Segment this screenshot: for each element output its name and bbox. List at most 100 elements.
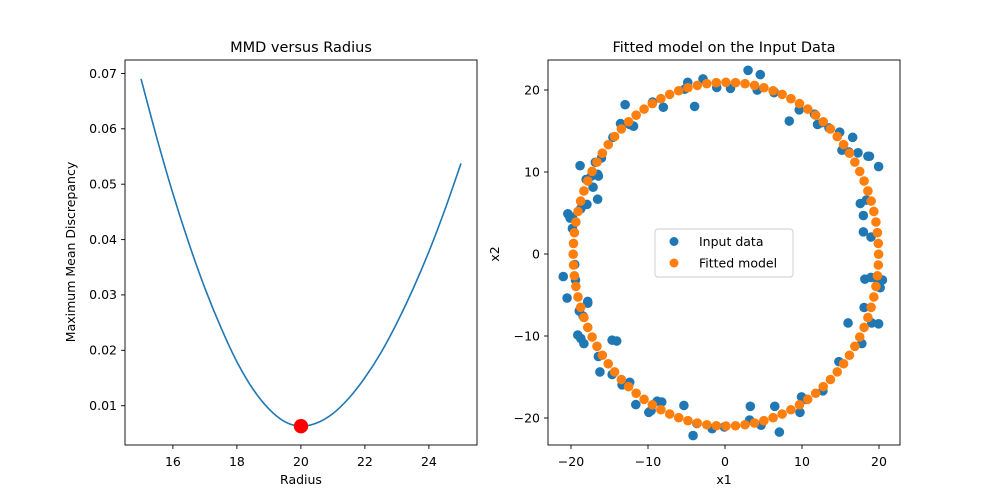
fitted-model-point <box>838 139 849 150</box>
fit-x-tick: 10 <box>794 445 810 469</box>
fitted-model-point <box>568 249 578 260</box>
fitted-model-point <box>721 77 731 88</box>
mmd-y-axis-label: Maximum Mean Discrepancy <box>63 161 78 342</box>
input-data-point <box>611 336 622 346</box>
input-data-point <box>562 293 572 303</box>
fitted-model-point <box>692 418 703 428</box>
svg-text:20: 20 <box>293 454 309 469</box>
mmd-y-tick: 0.06 <box>89 121 125 136</box>
fitted-model-point <box>786 404 796 415</box>
fitted-model-point <box>832 367 843 377</box>
fitted-model-point <box>639 394 649 405</box>
mmd-y-tick: 0.02 <box>89 343 125 358</box>
mmd-chart: MMD versus Radius 16 18 20 22 24 0.01 0.… <box>63 40 478 487</box>
legend-marker-input <box>669 237 679 246</box>
fit-x-tick: −20 <box>558 445 584 469</box>
input-data-point <box>769 401 780 412</box>
svg-text:10: 10 <box>524 164 540 179</box>
fit-y-tick: 20 <box>524 82 548 97</box>
input-data-point <box>595 367 605 377</box>
fitted-model-point <box>573 206 583 217</box>
fitted-model-point <box>664 409 675 419</box>
fitted-model-point <box>639 104 649 114</box>
fit-chart: Fitted model on the Input Data −20 −10 0… <box>487 40 901 487</box>
fitted-model-point <box>631 388 641 399</box>
input-data-point <box>774 427 785 437</box>
input-data-point <box>631 399 641 410</box>
input-data-point <box>843 318 853 328</box>
svg-text:22: 22 <box>357 454 373 469</box>
fitted-model-point <box>844 350 855 361</box>
fitted-model-point <box>656 404 666 415</box>
fitted-model-point <box>850 341 860 352</box>
fitted-model-point <box>859 176 869 186</box>
fitted-model-point <box>730 77 741 88</box>
input-data-point <box>745 401 756 412</box>
fit-plot-frame <box>547 59 901 446</box>
svg-text:−10: −10 <box>514 328 540 343</box>
fitted-model-point <box>810 110 821 120</box>
fitted-model-point <box>692 80 703 91</box>
fitted-model-point <box>647 400 658 410</box>
fitted-model-point <box>859 322 869 333</box>
fitted-model-point <box>623 381 634 392</box>
fitted-model-point <box>873 249 884 260</box>
fitted-model-point <box>759 82 769 93</box>
fitted-model-point <box>749 80 760 91</box>
fitted-model-point <box>794 98 805 109</box>
input-data-point <box>755 69 766 80</box>
mmd-y-tick: 0.07 <box>89 66 125 81</box>
svg-text:0.02: 0.02 <box>89 343 117 358</box>
fit-chart-title: Fitted model on the Input Data <box>612 40 835 56</box>
input-data-point <box>656 397 667 407</box>
fitted-model-point <box>740 78 750 89</box>
fitted-model-point <box>597 350 608 361</box>
fitted-model-point <box>863 312 873 323</box>
fitted-model-point <box>701 419 712 430</box>
mmd-plot-area <box>140 78 462 434</box>
fitted-model-point <box>623 116 634 127</box>
mmd-x-tick: 18 <box>229 445 245 469</box>
mmd-y-tick: 0.04 <box>89 232 125 247</box>
fitted-model-point <box>597 148 608 158</box>
fitted-model-point <box>866 196 876 206</box>
fitted-model-point <box>866 302 876 313</box>
fitted-model-point <box>873 238 884 249</box>
fitted-model-point <box>683 82 693 93</box>
fitted-model-point <box>854 332 865 342</box>
input-data-point <box>858 227 869 237</box>
fitted-model-point <box>664 89 675 100</box>
fitted-model-point <box>863 186 873 196</box>
fit-x-tick: 20 <box>871 445 887 469</box>
svg-text:20: 20 <box>524 82 540 97</box>
fitted-model-point <box>810 388 821 399</box>
input-data-point <box>853 148 863 158</box>
mmd-y-ticks: 0.01 0.02 0.03 0.04 0.05 0.06 0.07 <box>89 66 125 413</box>
fitted-model-point <box>656 93 666 104</box>
input-data-point <box>558 271 569 282</box>
input-data-point <box>620 99 630 110</box>
legend-label-fitted: Fitted model <box>699 256 777 271</box>
fitted-model-point <box>701 78 712 89</box>
fitted-model-point <box>802 104 813 114</box>
svg-text:0.07: 0.07 <box>89 66 117 81</box>
fitted-model-point <box>647 98 658 109</box>
svg-text:0: 0 <box>532 246 540 261</box>
mmd-x-tick: 22 <box>357 445 373 469</box>
fit-legend: Input data Fitted model <box>654 228 794 278</box>
input-data-point <box>658 102 669 113</box>
fitted-model-point <box>869 206 879 217</box>
fitted-model-point <box>871 217 881 227</box>
input-data-point <box>847 132 858 143</box>
fitted-model-point <box>825 374 836 385</box>
fitted-model-point <box>850 157 860 167</box>
svg-text:0.05: 0.05 <box>89 177 117 192</box>
fitted-model-point <box>579 186 589 196</box>
fit-y-tick: −20 <box>514 410 548 425</box>
svg-text:10: 10 <box>794 454 810 469</box>
fitted-model-point <box>872 227 883 238</box>
fitted-model-point <box>786 93 796 104</box>
input-data-point <box>784 116 795 126</box>
fitted-model-point <box>579 312 589 323</box>
